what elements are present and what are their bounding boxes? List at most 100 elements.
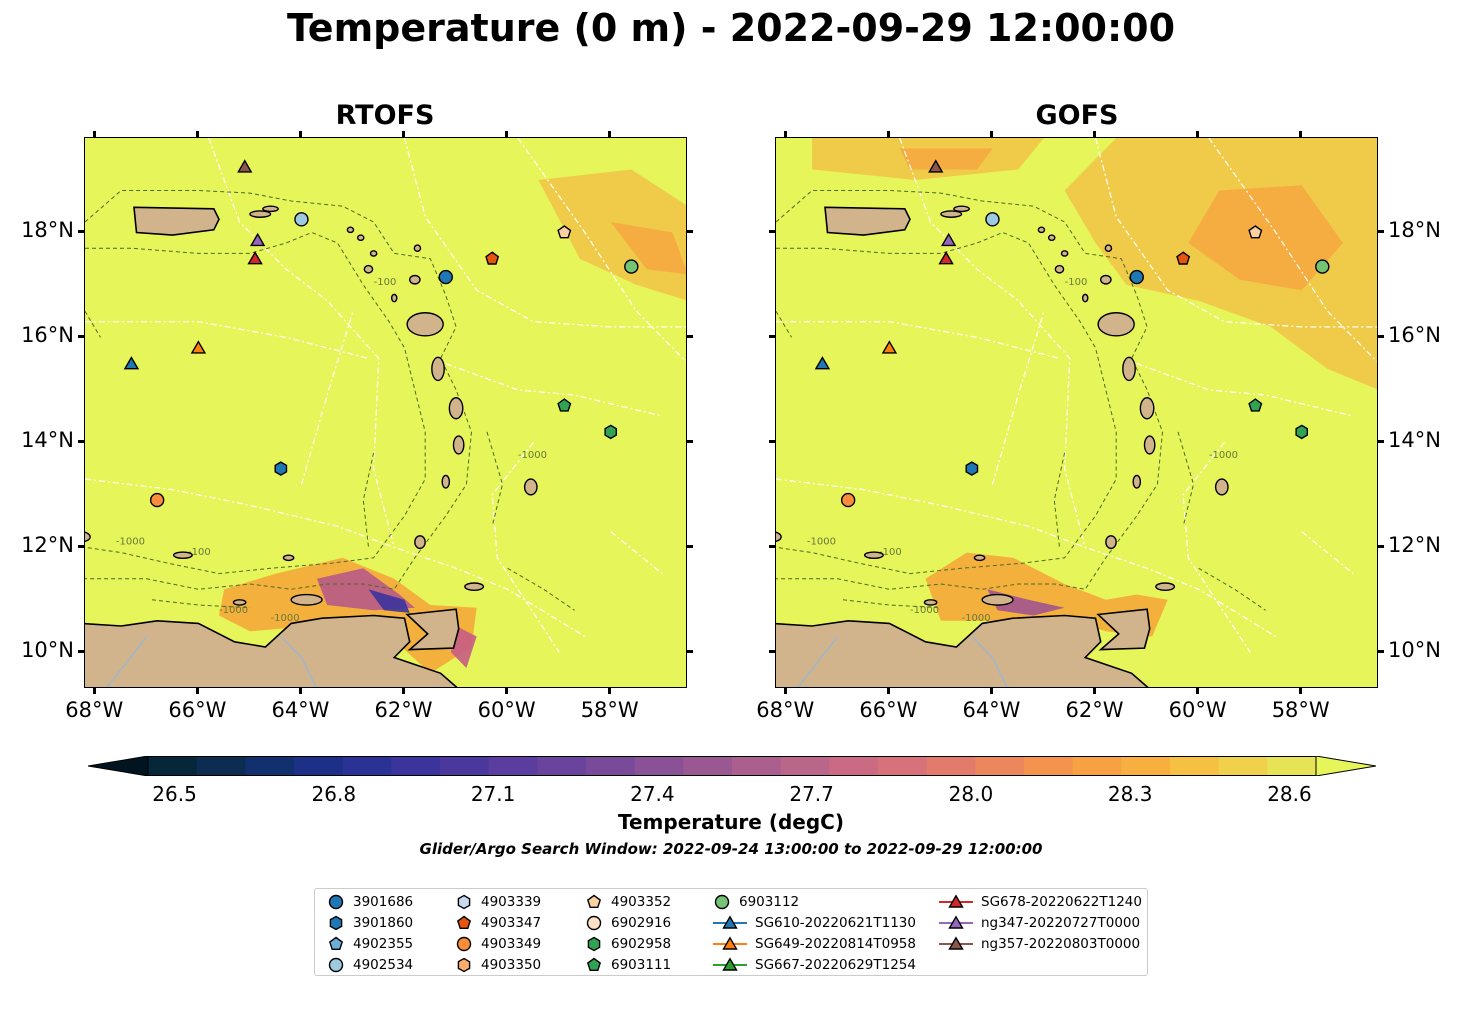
x-tick-mark xyxy=(195,688,199,694)
x-tick-mark xyxy=(298,131,302,137)
small-island xyxy=(940,210,963,218)
small-island xyxy=(232,599,247,606)
small-island xyxy=(1099,274,1112,285)
legend-entry: 4903349 xyxy=(455,935,541,953)
small-island xyxy=(923,599,938,606)
x-tick-mark xyxy=(195,131,199,137)
contour-label: -100 xyxy=(1065,277,1088,288)
legend-symbol xyxy=(587,936,601,952)
y-tick-mark xyxy=(687,439,693,443)
legend-label: 4903350 xyxy=(481,957,542,973)
colorbar-segment xyxy=(780,756,830,776)
small-island xyxy=(776,531,782,543)
legend-symbol xyxy=(456,915,472,930)
small-island xyxy=(1132,474,1142,489)
x-tick-label: 66°W xyxy=(859,698,918,722)
legend-entry: 3901686 xyxy=(327,893,413,911)
colorbar-segment xyxy=(586,756,636,776)
legend-marker xyxy=(457,957,471,973)
legend-label: 6902916 xyxy=(611,915,672,931)
eez-boundary-line xyxy=(208,138,395,548)
colorbar-segment xyxy=(391,756,441,776)
rtofs-map: -100 -1000 -1000 -1000 -1000 -100 xyxy=(84,137,687,688)
colorbar-tick-label: 27.7 xyxy=(789,782,834,806)
bathymetry-contour xyxy=(507,567,575,611)
marker-ng357-20220803T0000 xyxy=(928,159,944,173)
river-line xyxy=(106,636,148,687)
x-tick-mark xyxy=(92,131,96,137)
eez-boundary-line xyxy=(610,531,663,575)
x-tick-mark xyxy=(1093,131,1097,137)
eez-boundary-line xyxy=(403,138,686,328)
legend-label: ng357-20220803T0000 xyxy=(981,936,1141,952)
legend-symbol xyxy=(329,915,343,931)
rtofs-map-canvas: -100 -1000 -1000 -1000 -1000 -100 xyxy=(85,138,686,687)
x-tick-mark xyxy=(505,688,509,694)
marker-4902534 xyxy=(985,212,1000,227)
legend-label: 4903347 xyxy=(481,915,542,931)
south-america-landmass xyxy=(85,614,458,687)
y-tick-label: 16°N xyxy=(21,323,74,348)
x-tick-mark xyxy=(505,131,509,137)
marker-6903112 xyxy=(1315,259,1330,274)
colorbar-segment xyxy=(1072,756,1122,776)
river-line xyxy=(971,635,1008,687)
legend-label: 4903349 xyxy=(481,936,542,952)
legend-entry: SG610-20220621T1130 xyxy=(713,914,916,932)
marker-6902958 xyxy=(1295,424,1308,440)
colorbar-frame xyxy=(147,756,1317,776)
legend-marker xyxy=(948,915,964,929)
y-tick-label: 12°N xyxy=(21,533,74,558)
colorbar-segment xyxy=(1170,756,1220,776)
x-tick-mark xyxy=(1196,688,1200,694)
gofs-panel-title: GOFS xyxy=(1035,100,1119,131)
gofs-map: -100 -1000 -1000 -1000 -1000 -100 xyxy=(775,137,1378,688)
y-tick-mark xyxy=(78,439,84,443)
legend-marker xyxy=(722,936,738,950)
y-tick-mark xyxy=(769,439,775,443)
eez-boundary-line xyxy=(1094,138,1377,328)
eez-boundary-line xyxy=(1301,531,1354,575)
colorbar-label: Temperature (degC) xyxy=(618,810,844,834)
legend-symbol xyxy=(457,894,471,910)
marker-4903352 xyxy=(1248,225,1263,239)
colorbar xyxy=(87,755,1377,777)
contour-label: -1000 xyxy=(962,613,991,624)
y-tick-label: 16°N xyxy=(1388,323,1441,348)
contour-label: -1000 xyxy=(910,605,939,616)
legend-label: 6902958 xyxy=(611,936,672,952)
legend-marker xyxy=(328,936,344,951)
small-island xyxy=(390,293,398,303)
south-america-landmass xyxy=(776,614,1149,687)
y-tick-mark xyxy=(687,229,693,233)
bathymetry-contour xyxy=(85,310,101,338)
colorbar-tick-label: 26.8 xyxy=(311,782,357,806)
legend-label: 4903339 xyxy=(481,894,542,910)
small-island xyxy=(356,234,365,242)
contour-label: -1000 xyxy=(1209,450,1238,461)
marker-SG678-20220622T1240 xyxy=(247,251,263,265)
legend-entry: 4903350 xyxy=(455,956,541,974)
x-tick-mark xyxy=(608,131,612,137)
legend-marker xyxy=(587,936,601,952)
legend-marker xyxy=(722,957,738,971)
x-tick-mark xyxy=(886,688,890,694)
eez-boundary-line xyxy=(445,363,663,417)
legend-entry: ng357-20220803T0000 xyxy=(939,935,1140,953)
y-tick-mark xyxy=(1378,439,1384,443)
legend-marker xyxy=(586,894,602,909)
bathymetry-contour xyxy=(85,231,426,575)
puerto-rico-island xyxy=(133,206,220,236)
x-tick-mark xyxy=(886,131,890,137)
bathymetry-contour xyxy=(776,231,1117,575)
small-island xyxy=(346,226,355,234)
legend-symbol xyxy=(586,894,602,909)
small-island xyxy=(1122,356,1136,382)
legend-label: SG610-20220621T1130 xyxy=(755,915,916,931)
warm-temperature-patch xyxy=(1188,185,1343,291)
eez-boundary-line xyxy=(899,138,1086,548)
marker-4903349 xyxy=(840,492,856,508)
legend-entry: 4903352 xyxy=(585,893,671,911)
small-island xyxy=(1143,435,1156,455)
marker-ng357-20220803T0000 xyxy=(237,159,253,173)
